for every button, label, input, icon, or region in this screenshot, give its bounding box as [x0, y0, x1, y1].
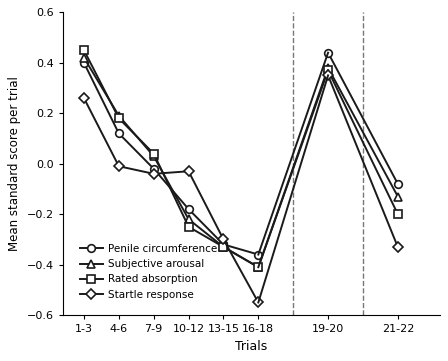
Rated absorption: [116, 116, 121, 121]
Startle response: [221, 237, 226, 242]
Subjective arousal: [221, 245, 226, 249]
Line: Subjective arousal: Subjective arousal: [80, 54, 262, 271]
Penile circumference: [221, 242, 226, 247]
Startle response: [81, 96, 86, 100]
Penile circumference: [256, 252, 261, 257]
Rated absorption: [151, 152, 156, 156]
Y-axis label: Mean standard score per trial: Mean standard score per trial: [9, 76, 22, 251]
Line: Startle response: Startle response: [80, 94, 262, 306]
Rated absorption: [81, 48, 86, 52]
Startle response: [116, 164, 121, 168]
Legend: Penile circumference, Subjective arousal, Rated absorption, Startle response: Penile circumference, Subjective arousal…: [76, 240, 221, 304]
Penile circumference: [186, 207, 191, 211]
Subjective arousal: [116, 114, 121, 118]
Startle response: [151, 171, 156, 176]
X-axis label: Trials: Trials: [235, 340, 267, 353]
Startle response: [256, 300, 261, 305]
Subjective arousal: [186, 217, 191, 221]
Penile circumference: [116, 131, 121, 136]
Subjective arousal: [151, 154, 156, 158]
Startle response: [186, 169, 191, 173]
Subjective arousal: [81, 56, 86, 60]
Rated absorption: [186, 225, 191, 229]
Subjective arousal: [256, 265, 261, 269]
Rated absorption: [221, 245, 226, 249]
Line: Rated absorption: Rated absorption: [80, 46, 262, 271]
Line: Penile circumference: Penile circumference: [80, 59, 262, 258]
Penile circumference: [151, 166, 156, 171]
Rated absorption: [256, 265, 261, 269]
Penile circumference: [81, 61, 86, 65]
